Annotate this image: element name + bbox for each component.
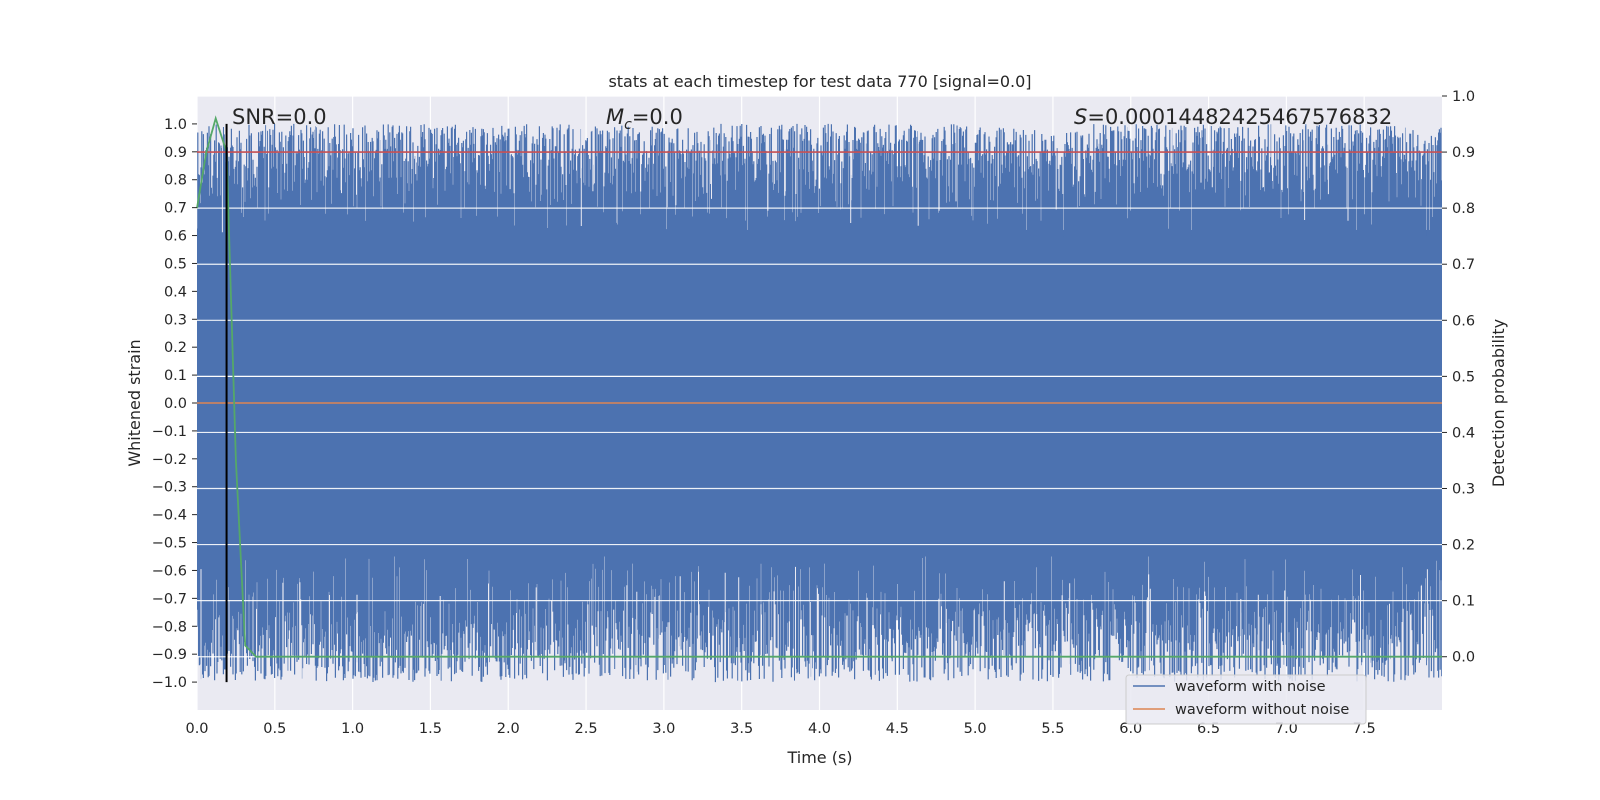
y-axis-ticks: 1.0 0.9 0.8 0.7 0.6 0.5 0.4 0.3 0.2 0.1 0.0 −0.1 −0.… <box>152 117 197 691</box>
legend: waveform with noise waveform without noi… <box>1125 674 1367 725</box>
x-tick-label: 3.0 <box>652 721 675 737</box>
y-tick-label: −0.6 <box>152 563 187 579</box>
y2-tick-label: 0.9 <box>1452 145 1475 161</box>
mc-value: =0.0 <box>632 105 683 129</box>
y-tick-label: 0.0 <box>164 396 187 412</box>
x-tick-label: 4.5 <box>886 721 909 737</box>
x-tick-label: 0.0 <box>185 721 208 737</box>
y2-tick-label: 0.4 <box>1452 425 1475 441</box>
y2-tick-label: 0.5 <box>1452 369 1475 385</box>
x-tick-label: 7.5 <box>1353 721 1376 737</box>
legend-label-noise: waveform with noise <box>1175 679 1326 695</box>
noise-waveform <box>197 123 1442 683</box>
x-tick-label: 3.5 <box>730 721 753 737</box>
x-tick-label: 5.5 <box>1041 721 1064 737</box>
y-tick-label: −0.7 <box>152 591 187 607</box>
s-value: =0.00014482425467576832 <box>1087 105 1392 129</box>
y-tick-label: 0.1 <box>164 368 187 384</box>
x-tick-label: 7.0 <box>1275 721 1298 737</box>
y-tick-label: 0.4 <box>164 284 187 300</box>
s-annotation: S=0.00014482425467576832 <box>1074 105 1392 129</box>
y-tick-label: −0.1 <box>152 424 187 440</box>
legend-label-clean: waveform without noise <box>1175 702 1349 718</box>
chart-title: stats at each timestep for test data 770… <box>608 72 1031 91</box>
chirp-mass-annotation: Mc=0.0 <box>606 105 683 133</box>
y-tick-label: 0.8 <box>164 173 187 189</box>
y-tick-label: −0.8 <box>152 619 187 635</box>
y2-tick-label: 0.7 <box>1452 257 1475 273</box>
y-tick-label: −1.0 <box>152 675 187 691</box>
y-tick-label: −0.4 <box>152 508 187 524</box>
y2-tick-label: 0.1 <box>1452 594 1475 610</box>
x-tick-label: 5.0 <box>964 721 987 737</box>
y-tick-label: 0.5 <box>164 256 187 272</box>
y-tick-label: 1.0 <box>164 117 187 133</box>
y-tick-label: −0.5 <box>152 536 187 552</box>
y2-axis-label: Detection probability <box>1489 319 1508 487</box>
legend-box <box>1125 674 1367 725</box>
y2-tick-label: 0.6 <box>1452 313 1475 329</box>
y-tick-label: 0.2 <box>164 340 187 356</box>
mc-symbol: M <box>606 105 624 129</box>
y-tick-label: −0.3 <box>152 480 187 496</box>
x-tick-label: 0.5 <box>263 721 286 737</box>
y2-tick-label: 0.8 <box>1452 201 1475 217</box>
y-axis-label: Whitened strain <box>125 339 144 466</box>
noise-gaps <box>200 123 1428 683</box>
y2-tick-label: 0.3 <box>1452 482 1475 498</box>
y2-axis-ticks: 1.0 0.9 0.8 0.7 0.6 0.5 0.4 0.3 0.2 0.1 0.0 <box>1442 89 1475 666</box>
y-tick-label: 0.3 <box>164 312 187 328</box>
detection-probability-line <box>196 115 1442 658</box>
y-tick-label: −0.9 <box>152 647 187 663</box>
y-tick-label: −0.2 <box>152 452 187 468</box>
x-tick-label: 4.0 <box>808 721 831 737</box>
x-tick-label: 2.5 <box>575 721 598 737</box>
s-symbol: S <box>1074 105 1087 129</box>
x-tick-label: 6.5 <box>1197 721 1220 737</box>
y-tick-label: 0.7 <box>164 201 187 217</box>
y-tick-label: 0.9 <box>164 145 187 161</box>
series-lines <box>196 115 1442 683</box>
y-tick-label: 0.6 <box>164 229 187 245</box>
x-axis-label: Time (s) <box>786 748 852 767</box>
y2-tick-label: 0.2 <box>1452 538 1475 554</box>
x-tick-label: 6.0 <box>1119 721 1142 737</box>
x-tick-label: 1.5 <box>419 721 442 737</box>
noise-area <box>197 123 1442 683</box>
x-tick-label: 1.0 <box>341 721 364 737</box>
snr-annotation: SNR=0.0 <box>232 105 327 129</box>
x-tick-label: 2.0 <box>497 721 520 737</box>
y2-tick-label: 0.0 <box>1452 650 1475 666</box>
x-axis-ticks: 0.0 0.5 1.0 1.5 2.0 2.5 3.0 3.5 4.0 4.5 5.0 5.5 6.0 6… <box>185 721 1375 737</box>
y2-tick-label: 1.0 <box>1452 89 1475 105</box>
mc-subscript: c <box>624 117 632 133</box>
